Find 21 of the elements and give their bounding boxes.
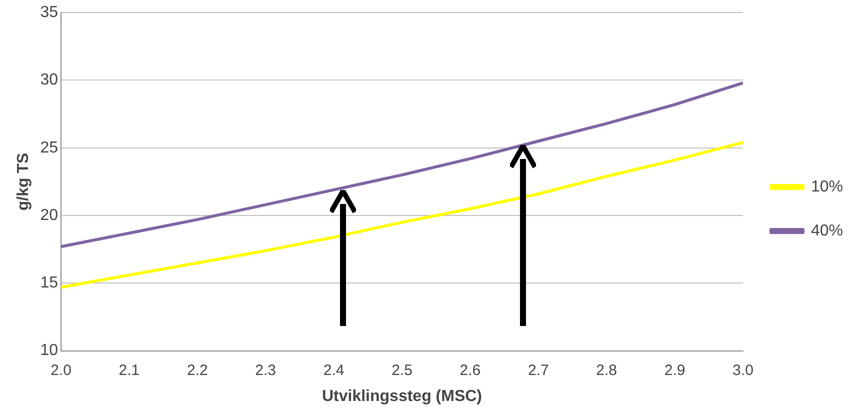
y-tick-label: 35 (40, 4, 58, 22)
x-tick-label: 2.2 (186, 362, 208, 379)
x-axis-title: Utviklingssteg (MSC) (322, 388, 482, 405)
legend-label: 40% (810, 222, 844, 240)
y-tick-label: 20 (40, 206, 58, 224)
x-tick-label: 2.1 (118, 362, 140, 379)
x-tick-label: 2.6 (460, 362, 481, 379)
x-tick-label: 2.0 (50, 362, 72, 379)
y-tick-label: 10 (40, 342, 58, 360)
y-tick-label: 15 (40, 274, 58, 292)
x-tick-label: 2.9 (664, 362, 686, 379)
x-tick-label: 2.8 (596, 362, 618, 379)
x-tick-label: 3.0 (732, 362, 754, 379)
x-tick-label: 2.5 (392, 362, 412, 379)
x-tick-label: 2.3 (255, 362, 276, 379)
y-tick-label: 30 (40, 72, 58, 89)
y-axis-title: g/kg TS (15, 152, 32, 211)
legend-label: 10% (810, 178, 844, 196)
y-tick-label: 25 (40, 139, 58, 156)
x-tick-label: 2.4 (323, 362, 344, 379)
x-tick-label: 2.7 (528, 362, 549, 379)
